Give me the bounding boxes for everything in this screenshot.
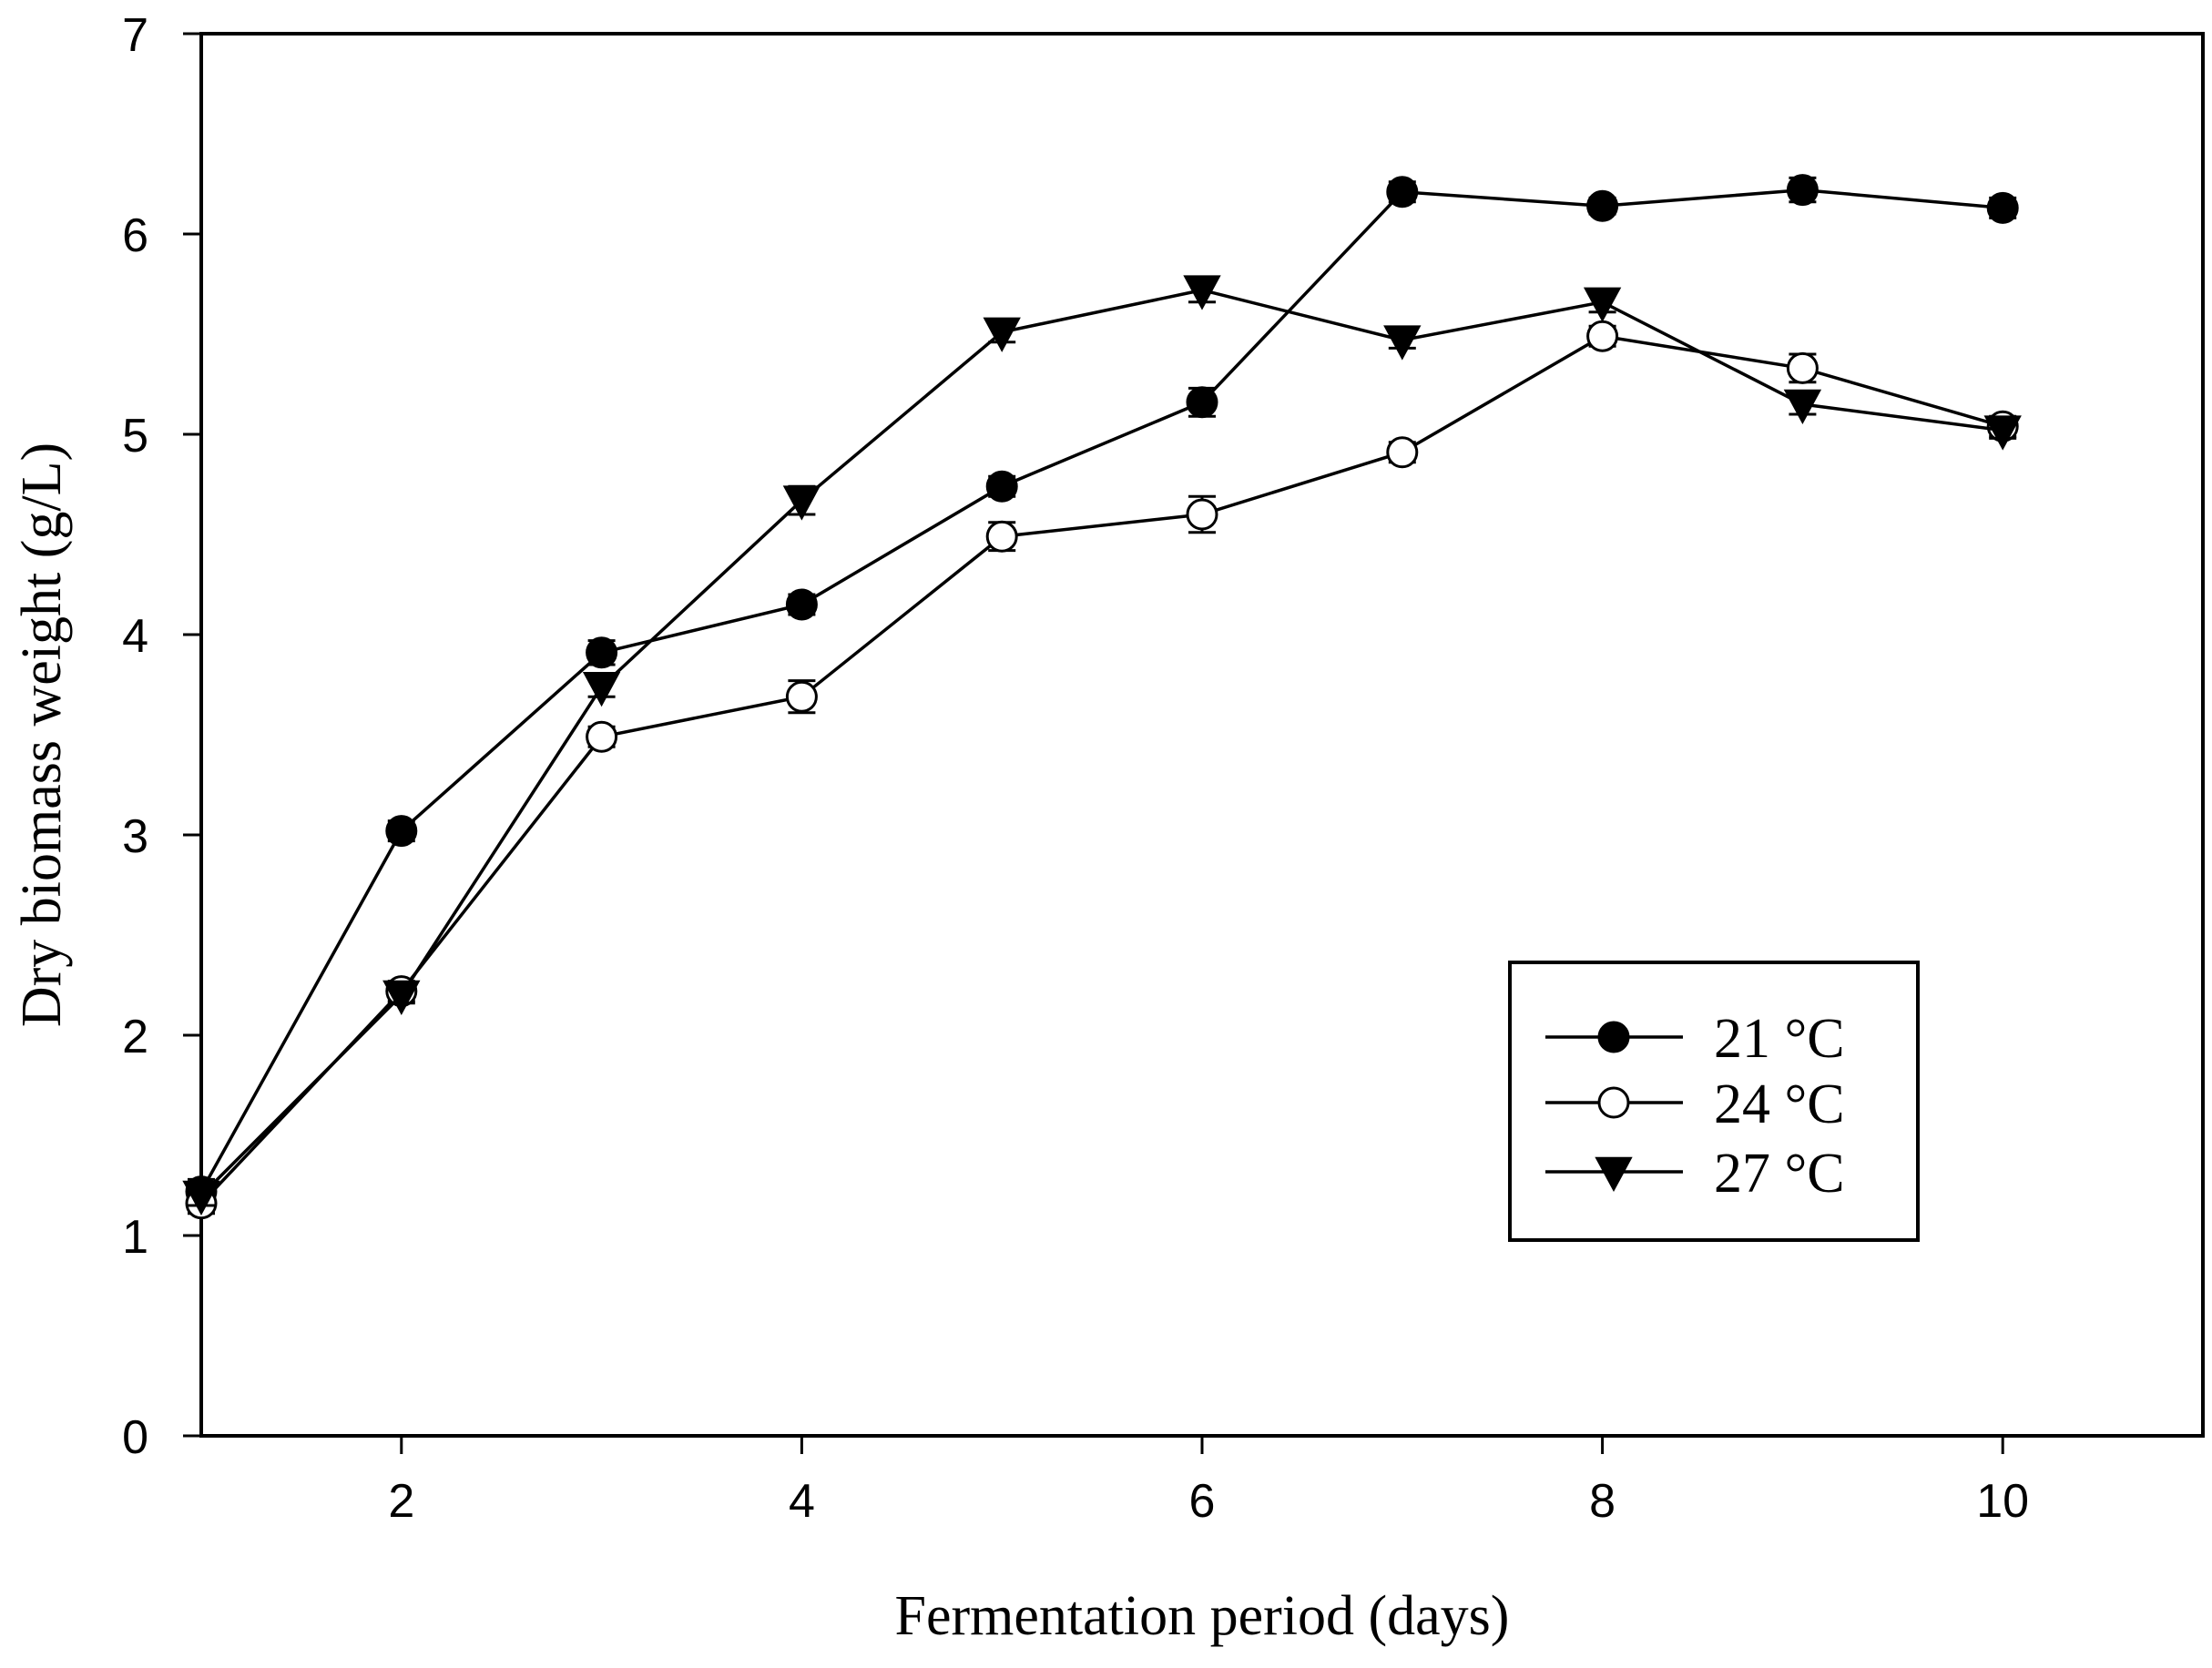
x-axis: 2 4 6 8 10 [388,1436,2029,1528]
data-point [1386,436,1419,469]
y-axis-label: Dry biomass weight (g/L) [11,442,73,1027]
data-point [1786,351,1819,384]
series-27c [182,275,2022,1216]
data-point [582,672,621,707]
data-point [1583,287,1622,322]
x-tick-label: 2 [388,1475,414,1528]
data-point [785,588,818,621]
x-tick-label: 10 [1976,1475,2029,1528]
legend-item: 27 °C [1545,1143,1845,1205]
data-point [182,1180,220,1216]
legend-item: 24 °C [1545,1073,1845,1135]
x-tick-label: 4 [789,1475,815,1528]
data-point [1183,275,1221,310]
legend-item: 21 °C [1545,1008,1845,1070]
y-tick-label: 3 [122,810,148,863]
data-point [1383,325,1422,361]
legend: 21 °C24 °C 27 °C [1508,961,1920,1242]
data-point [382,980,421,1016]
x-tick-label: 8 [1589,1475,1616,1528]
data-point [1986,191,2019,224]
y-tick-label: 2 [122,1011,148,1063]
legend-marker [1595,1156,1633,1193]
data-point [586,636,618,669]
data-point [985,520,1018,553]
legend-marker [1597,1021,1630,1053]
data-point [385,815,418,848]
legend-marker [1597,1086,1630,1119]
data-point [1586,320,1619,352]
series-21c [185,174,2019,1208]
data-point [1786,174,1819,207]
y-tick-label: 4 [122,610,148,663]
data-point [586,720,618,753]
y-tick-label: 6 [122,209,148,262]
y-tick-label: 7 [122,9,148,62]
y-tick-label: 5 [122,410,148,463]
y-axis: 0 1 2 3 4 5 6 7 [122,9,201,1464]
data-point [1586,189,1619,222]
legend-label: 24 °C [1714,1073,1845,1135]
legend-label: 27 °C [1714,1143,1845,1205]
data-point [1386,176,1419,208]
data-point [1186,386,1218,419]
series-line [199,288,2003,1197]
data-point [785,680,818,713]
y-tick-label: 0 [122,1411,148,1464]
data-point [983,317,1021,352]
series-layer [182,174,2022,1220]
data-point [1186,498,1218,531]
data-point [782,485,821,521]
y-tick-label: 1 [122,1211,148,1264]
legend-label: 21 °C [1714,1008,1845,1070]
data-point [985,470,1018,503]
data-point [1983,415,2022,451]
data-point [1783,389,1822,425]
series-line [199,188,2003,1193]
x-tick-label: 6 [1189,1475,1216,1528]
x-axis-label: Fermentation period (days) [895,1585,1510,1647]
